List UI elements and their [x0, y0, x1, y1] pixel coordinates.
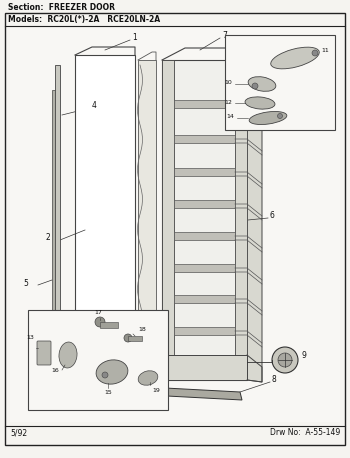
Ellipse shape	[249, 111, 287, 125]
Bar	[55, 65, 60, 360]
Text: 9: 9	[302, 350, 307, 360]
Bar	[235, 60, 247, 380]
Circle shape	[95, 317, 105, 327]
Ellipse shape	[59, 342, 77, 368]
Text: 7: 7	[222, 31, 227, 39]
Bar	[75, 55, 135, 360]
Bar	[10, 28, 340, 422]
Bar	[174, 200, 235, 208]
Ellipse shape	[248, 76, 276, 91]
Text: 11: 11	[321, 48, 329, 53]
Text: Models:  RC20L(*)-2A   RCE20LN-2A: Models: RC20L(*)-2A RCE20LN-2A	[8, 15, 160, 24]
Bar	[174, 100, 235, 108]
Circle shape	[252, 83, 258, 89]
Bar	[128, 336, 142, 341]
Text: 5/92: 5/92	[10, 428, 27, 437]
Ellipse shape	[138, 371, 158, 385]
Bar	[28, 310, 168, 410]
Text: 12: 12	[224, 99, 232, 104]
Text: 15: 15	[104, 390, 112, 395]
Text: 14: 14	[226, 114, 234, 120]
Text: 2: 2	[45, 234, 50, 242]
Bar	[225, 35, 335, 130]
Ellipse shape	[271, 47, 319, 69]
Circle shape	[278, 114, 282, 119]
Bar	[162, 355, 247, 380]
Text: 6: 6	[270, 212, 275, 220]
Text: 10: 10	[224, 80, 232, 84]
Bar	[174, 327, 235, 335]
Text: 18: 18	[138, 327, 146, 332]
FancyBboxPatch shape	[37, 341, 51, 365]
Polygon shape	[165, 388, 242, 400]
Circle shape	[124, 334, 132, 342]
Text: 13: 13	[26, 335, 34, 340]
Circle shape	[272, 347, 298, 373]
Polygon shape	[247, 60, 262, 382]
Text: 3: 3	[115, 332, 120, 341]
Ellipse shape	[245, 97, 275, 109]
Bar	[174, 232, 235, 240]
Text: 16: 16	[51, 368, 59, 373]
Text: Section:  FREEZER DOOR: Section: FREEZER DOOR	[8, 3, 115, 12]
Circle shape	[312, 50, 318, 56]
Text: 4: 4	[92, 100, 97, 109]
Bar	[162, 60, 174, 380]
Bar	[174, 168, 235, 176]
Bar	[174, 295, 235, 303]
Bar	[100, 322, 118, 328]
Text: Drw No:  A-55-149: Drw No: A-55-149	[270, 428, 340, 437]
Text: 17: 17	[94, 310, 102, 315]
Bar	[162, 60, 247, 380]
Bar	[174, 264, 235, 272]
Text: 8: 8	[272, 376, 277, 385]
Ellipse shape	[96, 360, 128, 384]
Text: 19: 19	[152, 388, 160, 393]
Bar	[138, 60, 156, 355]
Bar	[52, 90, 55, 320]
Text: 1: 1	[132, 33, 137, 42]
Circle shape	[278, 353, 292, 367]
Bar	[174, 135, 235, 143]
Circle shape	[102, 372, 108, 378]
Text: 5: 5	[23, 278, 28, 288]
